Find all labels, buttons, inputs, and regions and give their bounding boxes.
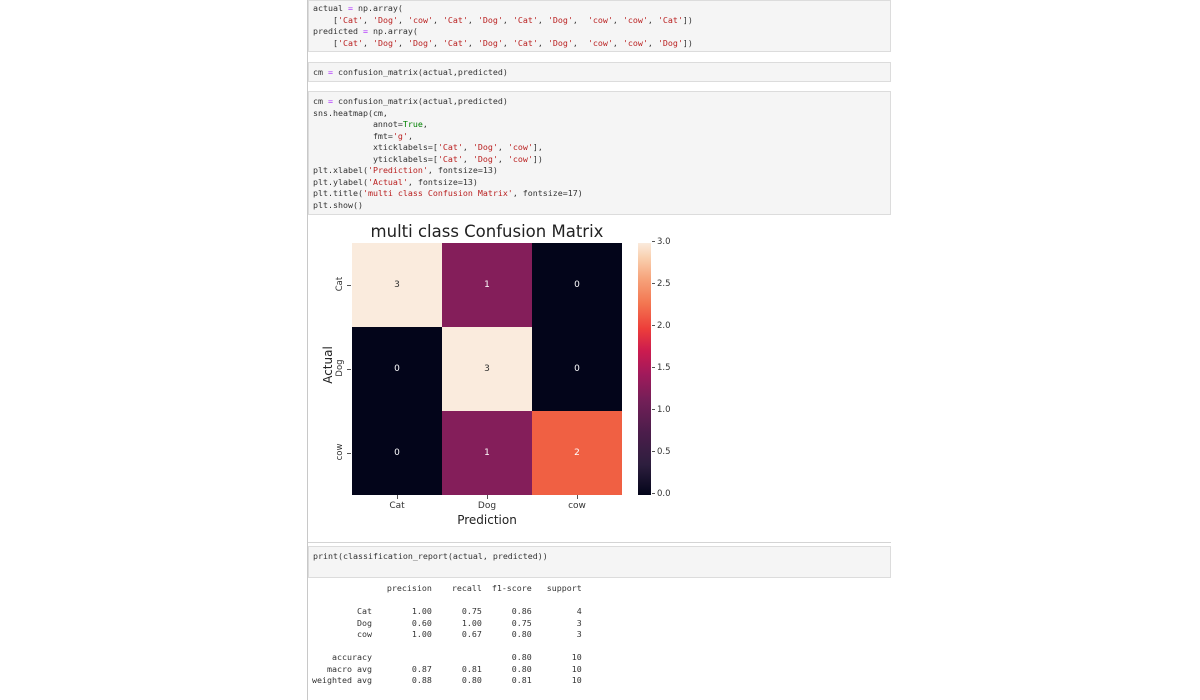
code-cell-confusion-matrix[interactable]: cm = confusion_matrix(actual,predicted) <box>308 62 891 82</box>
colorbar-tick-label: 0.5 <box>652 447 671 457</box>
x-tick-label: Dog <box>477 501 497 511</box>
output-separator <box>308 542 891 543</box>
classification-report-output: precision recall f1-score support Cat 1.… <box>312 583 582 685</box>
code-cell-heatmap[interactable]: cm = confusion_matrix(actual,predicted) … <box>308 91 891 215</box>
colorbar-tick-label: 3.0 <box>652 237 671 247</box>
y-tick-mark <box>347 285 351 286</box>
heatmap-cell: 2 <box>532 411 622 495</box>
colorbar-tick-label: 1.5 <box>652 363 671 373</box>
code-editor[interactable]: actual = np.array( ['Cat', 'Dog', 'cow',… <box>313 3 693 48</box>
heatmap-cell: 1 <box>442 411 532 495</box>
colorbar-tick-label: 2.5 <box>652 279 671 289</box>
heatmap-cell: 0 <box>532 243 622 327</box>
colorbar-tick-label: 0.0 <box>652 489 671 499</box>
code-editor[interactable]: cm = confusion_matrix(actual,predicted) … <box>313 96 583 210</box>
colorbar-tick-label: 1.0 <box>652 405 671 415</box>
heatmap-cell: 3 <box>352 243 442 327</box>
code-cell-classification-report[interactable]: print(classification_report(actual, pred… <box>308 546 891 578</box>
heatmap-cell: 1 <box>442 243 532 327</box>
chart-title: multi class Confusion Matrix <box>370 222 604 241</box>
y-tick-label: Dog <box>335 359 345 377</box>
code-editor[interactable]: print(classification_report(actual, pred… <box>313 551 548 561</box>
heatmap-cell: 0 <box>352 327 442 411</box>
colorbar <box>638 243 651 495</box>
notebook-left-border <box>307 0 308 700</box>
heatmap-cell: 0 <box>532 327 622 411</box>
y-tick-mark <box>347 453 351 454</box>
y-tick-label: Cat <box>335 276 345 292</box>
y-tick-mark <box>347 369 351 370</box>
x-tick-mark <box>487 495 488 499</box>
y-tick-label: cow <box>335 443 345 461</box>
x-tick-label: cow <box>568 501 586 511</box>
y-axis-label: Actual <box>321 346 335 384</box>
colorbar-tick-label: 2.0 <box>652 321 671 331</box>
heatmap-cell: 3 <box>442 327 532 411</box>
heatmap-cell: 0 <box>352 411 442 495</box>
x-tick-mark <box>397 495 398 499</box>
code-editor[interactable]: cm = confusion_matrix(actual,predicted) <box>313 67 508 77</box>
code-cell-arrays[interactable]: actual = np.array( ['Cat', 'Dog', 'cow',… <box>308 0 891 52</box>
x-axis-label: Prediction <box>457 513 517 527</box>
x-tick-label: Cat <box>389 501 405 511</box>
x-tick-mark <box>577 495 578 499</box>
